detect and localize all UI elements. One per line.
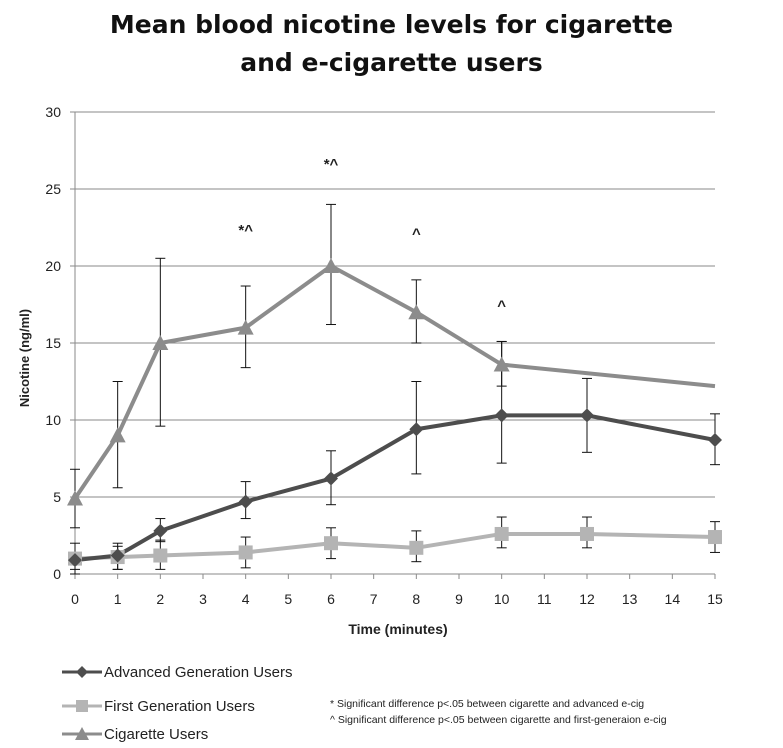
- series-line-1: [74, 531, 716, 561]
- series-line-0: [74, 413, 716, 563]
- legend-label-cigarette: Cigarette Users: [104, 725, 209, 743]
- x-tick-label: 14: [665, 591, 681, 607]
- legend-item-cigarette: Cigarette Users: [62, 722, 208, 746]
- significance-marker: ^: [412, 225, 421, 242]
- chart-title-line-2: and e-cigarette users: [240, 48, 543, 77]
- y-axis-title: Nicotine (ng/ml): [17, 309, 32, 407]
- data-point-cigarette: [152, 335, 169, 350]
- x-tick-label: 8: [412, 591, 420, 607]
- y-tick-label: 20: [45, 258, 61, 274]
- legend-label-first: First Generation Users: [104, 697, 255, 715]
- x-tick-label: 6: [327, 591, 335, 607]
- series-line-2: [73, 264, 716, 500]
- x-tick-label: 5: [284, 591, 292, 607]
- x-tick-label: 11: [537, 591, 552, 607]
- legend-item-first: First Generation Users: [62, 694, 255, 718]
- data-point-advanced: [68, 553, 82, 568]
- x-tick-label: 15: [707, 591, 723, 607]
- data-point-cigarette: [323, 258, 339, 273]
- y-tick-label: 15: [45, 335, 61, 351]
- data-point-first-gen: [580, 526, 594, 541]
- data-point-first-gen: [409, 540, 424, 555]
- x-tick-label: 10: [494, 591, 510, 607]
- data-point-advanced: [409, 422, 424, 437]
- y-tick-label: 10: [45, 412, 61, 428]
- data-point-cigarette: [67, 490, 83, 506]
- data-point-advanced: [494, 408, 509, 423]
- data-point-first-gen: [153, 548, 168, 563]
- y-tick-label: 25: [45, 181, 61, 197]
- x-tick-label: 3: [199, 591, 207, 607]
- x-tick-label: 7: [370, 591, 378, 607]
- x-tick-label: 4: [242, 591, 250, 607]
- y-tick-label: 0: [53, 566, 61, 582]
- data-point-advanced: [153, 523, 168, 538]
- significance-marker: ^: [497, 298, 506, 315]
- data-point-cigarette: [408, 304, 425, 320]
- significance-marker: *^: [238, 222, 253, 239]
- data-point-advanced: [110, 548, 125, 563]
- data-point-first-gen: [708, 530, 722, 545]
- x-tick-label: 0: [71, 591, 79, 607]
- footnote-caret: ^ Significant difference p<.05 between c…: [330, 714, 667, 726]
- data-point-cigarette: [493, 356, 510, 372]
- x-tick-label: 13: [622, 591, 638, 607]
- data-point-cigarette: [237, 319, 254, 335]
- x-tick-label: 12: [579, 591, 595, 607]
- chart-title: Mean blood nicotine levels for cigarette…: [0, 6, 783, 82]
- chart-title-line-1: Mean blood nicotine levels for cigarette: [109, 10, 674, 39]
- diamond-marker-icon: [62, 666, 102, 678]
- data-point-first-gen: [494, 526, 509, 541]
- footnote-asterisk: * Significant difference p<.05 between c…: [330, 698, 645, 710]
- triangle-marker-icon: [62, 727, 102, 740]
- square-marker-icon: [62, 700, 102, 712]
- x-tick-label: 1: [114, 591, 122, 607]
- data-point-advanced: [580, 408, 594, 423]
- data-point-advanced: [324, 471, 338, 486]
- data-point-advanced: [238, 494, 253, 509]
- y-tick-label: 30: [45, 104, 61, 120]
- footnotes: * Significant difference p<.05 between c…: [330, 696, 667, 728]
- legend-item-advanced: Advanced Generation Users: [62, 660, 292, 684]
- data-point-advanced: [708, 433, 722, 448]
- legend-label-advanced: Advanced Generation Users: [104, 663, 293, 681]
- data-point-first-gen: [324, 536, 338, 551]
- x-axis-title: Time (minutes): [348, 621, 447, 637]
- x-tick-label: 9: [455, 591, 463, 607]
- y-tick-label: 5: [53, 489, 61, 505]
- data-point-cigarette: [109, 427, 126, 443]
- significance-marker: *^: [324, 156, 339, 173]
- x-tick-label: 2: [156, 591, 164, 607]
- data-point-first-gen: [238, 545, 253, 560]
